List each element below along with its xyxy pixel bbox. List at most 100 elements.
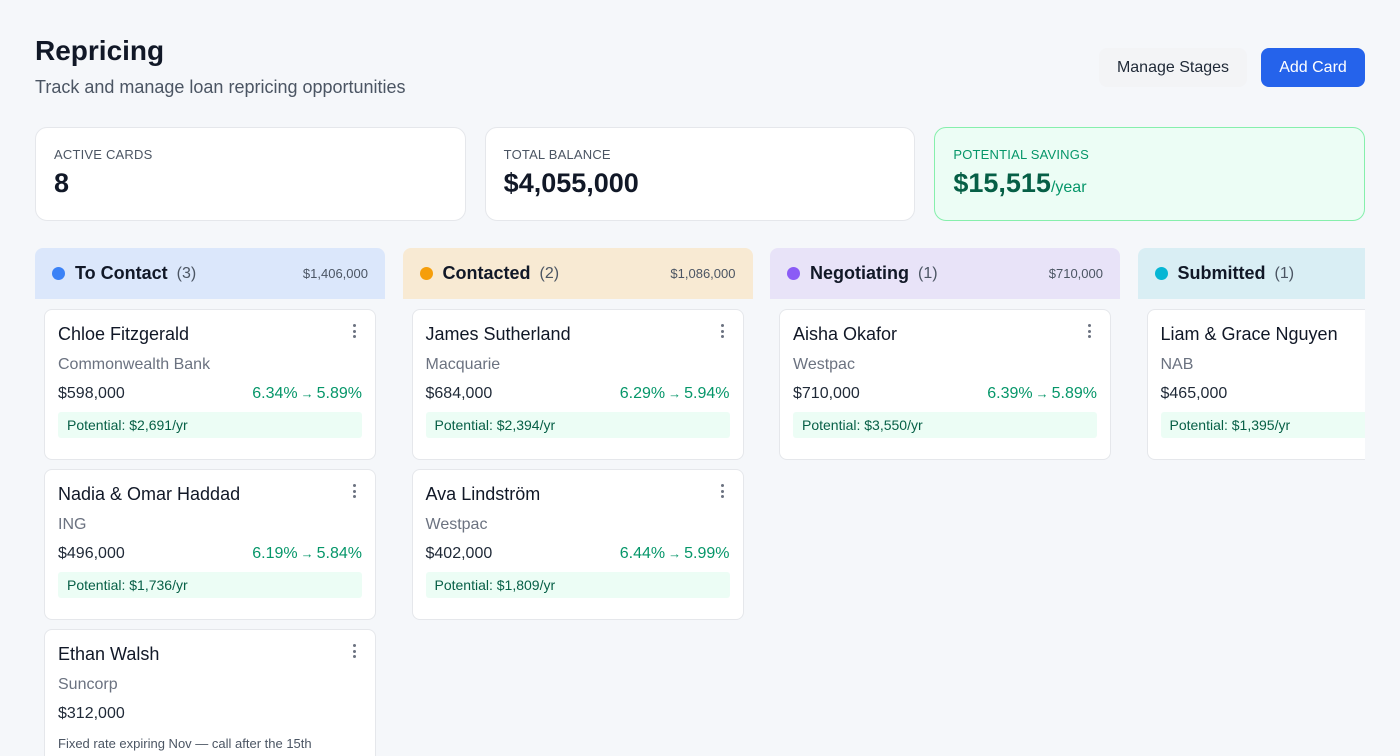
column-name: Contacted — [442, 263, 531, 283]
column-negotiating: Negotiating (1) $710,000 Aisha Okafor Westpa… — [770, 248, 1120, 469]
loan-row: $312,000 — [58, 705, 362, 723]
stat-value: $4,055,000 — [503, 168, 639, 198]
more-options-icon[interactable] — [353, 484, 357, 498]
savings-unit: /year — [1050, 179, 1087, 196]
potential-savings-badge: Potential: $3,550/yr — [793, 412, 1097, 438]
lender-name: ING — [58, 516, 87, 533]
current-rate: 6.19% — [252, 545, 298, 562]
more-options-icon[interactable] — [720, 484, 725, 498]
column-submitted: Submitted (1) Liam & Grace Nguyen NAB $465,0… — [1137, 248, 1365, 469]
column-count: (1) — [1274, 264, 1295, 282]
more-options-icon[interactable] — [353, 644, 357, 658]
card-list: Aisha Okafor Westpac $710,000 6.39% → 5.89% Po… — [770, 299, 1120, 460]
rate-change: 6.39% → 5.89% — [987, 385, 1097, 403]
lender-name: Westpac — [425, 516, 488, 533]
current-rate: 6.34% — [252, 385, 298, 402]
potential-savings-badge: Potential: $1,809/yr — [425, 572, 730, 598]
column-header[interactable]: Negotiating (1) $710,000 — [770, 248, 1120, 299]
deal-card[interactable]: Ethan Walsh Suncorp $312,000 Fixed rate exp… — [44, 629, 376, 756]
client-name: Chloe Fitzgerald — [58, 324, 190, 344]
card-note: Fixed rate expiring Nov — call after the… — [58, 736, 312, 751]
stage-dot-icon — [787, 267, 800, 280]
column-total: $1,086,000 — [670, 266, 736, 281]
loan-balance: $598,000 — [58, 385, 125, 402]
manage-stages-button[interactable]: Manage Stages — [1099, 48, 1247, 87]
rate-change: 6.34% → 5.89% — [252, 385, 362, 403]
loan-row: $710,000 6.39% → 5.89% — [793, 385, 1097, 403]
client-name: Nadia & Omar Haddad — [58, 484, 241, 504]
column-count: (2) — [539, 264, 560, 282]
arrow-right-icon: → — [300, 546, 314, 561]
loan-balance: $496,000 — [58, 545, 125, 562]
loan-row: $598,000 6.34% → 5.89% — [58, 385, 362, 403]
client-name: James Sutherland — [425, 324, 571, 344]
deal-card[interactable]: Nadia & Omar Haddad ING $496,000 6.19% → 5.84… — [44, 469, 376, 620]
new-rate: 5.89% — [316, 385, 362, 402]
kanban-board: To Contact (3) $1,406,000 Chloe Fitzgerald C… — [35, 248, 1365, 756]
column-header[interactable]: Submitted (1) — [1137, 248, 1365, 299]
column-name: Negotiating — [810, 263, 909, 283]
add-card-button[interactable]: Add Card — [1261, 48, 1365, 87]
new-rate: 5.94% — [684, 385, 730, 402]
lender-name: Suncorp — [58, 676, 118, 693]
deal-card[interactable]: Chloe Fitzgerald Commonwealth Bank $598,00… — [44, 309, 376, 460]
deal-card[interactable]: Ava Lindström Westpac $402,000 6.44% → 5.99% P… — [411, 469, 744, 620]
current-rate: 6.44% — [619, 545, 666, 562]
rate-change: 6.19% → 5.84% — [252, 545, 362, 563]
column-name: To Contact — [75, 263, 168, 283]
column-total: $1,406,000 — [302, 266, 368, 281]
current-rate: 6.29% — [619, 385, 666, 402]
new-rate: 5.84% — [316, 545, 362, 562]
arrow-right-icon: → — [300, 386, 314, 401]
arrow-right-icon: → — [1035, 386, 1049, 401]
deal-card[interactable]: Aisha Okafor Westpac $710,000 6.39% → 5.89% Po… — [779, 309, 1111, 460]
new-rate: 5.99% — [684, 545, 730, 562]
card-list: Chloe Fitzgerald Commonwealth Bank $598,00… — [35, 299, 385, 756]
client-name: Liam & Grace Nguyen — [1160, 324, 1338, 344]
arrow-right-icon: → — [668, 386, 682, 401]
client-name: Ethan Walsh — [58, 644, 160, 664]
card-list: James Sutherland Macquarie $684,000 6.29% → 5… — [403, 299, 753, 620]
loan-row: $496,000 6.19% → 5.84% — [58, 545, 362, 563]
arrow-right-icon: → — [668, 546, 682, 561]
column-count: (3) — [176, 264, 197, 282]
more-options-icon[interactable] — [353, 324, 357, 338]
loan-balance: $312,000 — [58, 705, 125, 722]
column-header[interactable]: Contacted (2) $1,086,000 — [402, 248, 753, 299]
rate-change: 6.44% → 5.99% — [620, 545, 730, 563]
stat-label: ACTIVE CARDS — [54, 147, 153, 162]
column-to-contact: To Contact (3) $1,406,000 Chloe Fitzgerald C… — [35, 248, 385, 756]
current-rate: 6.39% — [987, 385, 1033, 402]
page-title: Repricing — [35, 35, 165, 66]
page-header: Repricing Track and manage loan repricin… — [35, 0, 1365, 127]
loan-balance: $684,000 — [425, 385, 493, 402]
column-contacted: Contacted (2) $1,086,000 James Sutherland Ma… — [402, 248, 753, 629]
loan-balance: $465,000 — [1160, 385, 1228, 402]
loan-balance: $402,000 — [425, 545, 493, 562]
stat-value: 8 — [54, 168, 70, 198]
stat-potential-savings: POTENTIAL SAVINGS $15,515/year — [934, 127, 1366, 221]
lender-name: Commonwealth Bank — [58, 356, 211, 373]
lender-name: Westpac — [793, 356, 855, 373]
more-options-icon[interactable] — [1088, 324, 1092, 338]
more-options-icon[interactable] — [720, 324, 725, 338]
new-rate: 5.89% — [1051, 385, 1097, 402]
stats-row: ACTIVE CARDS 8 TOTAL BALANCE $4,055,000 … — [35, 127, 1366, 221]
potential-savings-badge: Potential: $1,395/yr — [1160, 412, 1365, 438]
loan-row: $684,000 6.29% → 5.94% — [426, 385, 730, 403]
column-header[interactable]: To Contact (3) $1,406,000 — [35, 248, 385, 299]
stat-label: POTENTIAL SAVINGS — [953, 147, 1089, 162]
loan-row: $402,000 6.44% → 5.99% — [426, 545, 730, 563]
deal-card[interactable]: James Sutherland Macquarie $684,000 6.29% → 5… — [411, 309, 744, 460]
column-count: (1) — [918, 264, 938, 282]
potential-savings-badge: Potential: $2,691/yr — [58, 412, 362, 438]
lender-name: Macquarie — [425, 356, 501, 373]
stat-active-cards: ACTIVE CARDS 8 — [35, 127, 466, 221]
page-subtitle: Track and manage loan repricing opportun… — [35, 77, 406, 97]
potential-savings-badge: Potential: $2,394/yr — [425, 412, 730, 438]
stage-dot-icon — [419, 267, 433, 280]
stage-dot-icon — [1154, 267, 1168, 280]
